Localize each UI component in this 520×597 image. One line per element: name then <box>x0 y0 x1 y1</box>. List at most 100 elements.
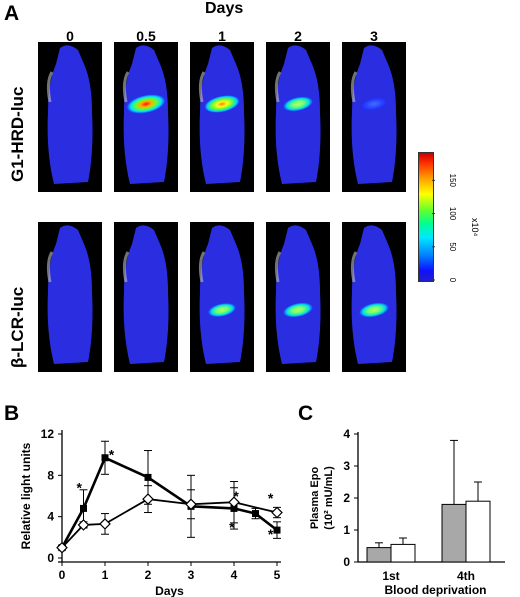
x-axis-label: Days <box>155 584 184 597</box>
mouse-body <box>275 225 321 364</box>
colorbar-tick-label: 150 <box>448 174 457 188</box>
x-tick-label: 2 <box>145 568 152 582</box>
colorbar-tick-label: 0 <box>448 278 457 283</box>
x-tick-label: 3 <box>188 568 195 582</box>
significance-asterisk: * <box>109 447 115 463</box>
luminescence-signal <box>283 96 313 112</box>
mouse-image <box>38 222 102 372</box>
x-tick-label: 5 <box>274 568 281 582</box>
panel-b-letter: B <box>4 402 20 425</box>
data-point-open-diamond <box>56 541 68 554</box>
day-label: 3 <box>370 28 378 44</box>
x-tick-label: 0 <box>59 568 66 582</box>
x-tick-label: 4 <box>231 568 238 582</box>
data-point-filled-square <box>101 454 109 462</box>
y-axis-label: Plasma Epo (10² mU/mL) <box>309 466 335 530</box>
significance-asterisk: * <box>76 480 82 496</box>
luminescence-signal <box>359 302 389 318</box>
data-point-filled-square <box>273 526 281 534</box>
y-tick-label: 4 <box>343 427 350 441</box>
mouse-fur-highlight <box>350 251 358 283</box>
y-axis-label: Relative light units <box>19 442 33 549</box>
day-label: 2 <box>294 28 302 44</box>
mouse-body <box>199 225 245 364</box>
mouse-body <box>123 45 169 184</box>
y-tick-label: 1 <box>343 523 350 537</box>
mouse-body <box>199 45 245 184</box>
x-tick-label: 1 <box>102 568 109 582</box>
mouse-body <box>47 45 93 184</box>
category-label: 4th <box>457 569 475 583</box>
luminescence-signal <box>362 98 386 110</box>
luminescence-signal <box>204 95 240 113</box>
data-point-filled-square <box>252 510 259 518</box>
mouse-body <box>351 45 397 184</box>
mouse-image <box>38 42 102 192</box>
luminescence-signal <box>126 94 166 114</box>
color-scale-axis: 0 50 100 150 x10⁴ <box>432 174 480 283</box>
data-point-open-diamond <box>142 493 154 505</box>
luminescence-signal <box>283 302 313 318</box>
y-tick-label: 12 <box>41 427 55 441</box>
data-point-open-diamond <box>185 498 197 511</box>
y-tick-label: 2 <box>343 491 350 505</box>
data-point-open-diamond <box>77 519 90 531</box>
row-label-beta-lcr-luc: β-LCR-luc <box>8 286 27 368</box>
data-point-open-diamond <box>99 518 111 530</box>
x-axis-label: Blood deprivation <box>385 583 487 597</box>
series-line-open <box>61 498 278 549</box>
significance-asterisk: * <box>268 490 274 506</box>
significance-asterisk: * <box>233 488 239 504</box>
mouse-fur-highlight <box>122 251 130 283</box>
mouse-body <box>351 225 397 364</box>
y-tick-label: 4 <box>47 510 54 524</box>
mouse-body <box>275 45 321 184</box>
mouse-image <box>190 42 254 192</box>
mouse-image <box>266 42 330 192</box>
colorbar-tick-label: 100 <box>448 207 457 221</box>
panel-a-letter: A <box>4 2 20 25</box>
mouse-fur-highlight <box>122 71 130 103</box>
luminescence-signal <box>208 303 236 317</box>
data-point-filled-square <box>144 473 152 481</box>
day-label: 0.5 <box>136 28 156 44</box>
series-line-filled <box>60 456 278 549</box>
mouse-image <box>114 42 178 192</box>
significance-asterisk: * <box>268 526 274 542</box>
y-tick-label: 3 <box>343 459 350 473</box>
mouse-image <box>266 222 330 372</box>
row-label-g1-hrd-luc: G1-HRD-luc <box>8 86 27 182</box>
data-point-open-diamond <box>271 506 283 519</box>
days-title: Days <box>205 0 244 17</box>
y-tick-label: 8 <box>47 468 54 482</box>
category-label: 1st <box>382 569 399 583</box>
bar <box>366 547 392 563</box>
mouse-fur-highlight <box>350 71 358 103</box>
mouse-image <box>342 222 406 372</box>
mouse-image <box>342 42 406 192</box>
significance-asterisk: * <box>229 519 235 535</box>
mouse-body <box>123 225 169 364</box>
data-point-filled-square <box>80 504 87 512</box>
y-tick-label: 0 <box>343 555 350 569</box>
y-tick-label: 0 <box>47 551 54 565</box>
mouse-fur-highlight <box>274 71 282 103</box>
mouse-fur-highlight <box>46 251 54 283</box>
mouse-fur-highlight <box>46 71 54 103</box>
day-label: 1 <box>218 28 226 44</box>
bar <box>465 500 491 563</box>
mouse-image <box>114 222 178 372</box>
data-point-open-diamond <box>228 496 240 509</box>
mouse-fur-highlight <box>198 71 206 103</box>
mouse-fur-highlight <box>274 251 282 283</box>
color-scale-unit: x10⁴ <box>470 218 480 237</box>
mouse-image <box>190 222 254 372</box>
mouse-fur-highlight <box>198 251 206 283</box>
bar <box>441 503 467 563</box>
colorbar-tick-label: 50 <box>448 242 457 251</box>
color-scale-bar <box>418 152 434 282</box>
panel-c-letter: C <box>298 402 314 425</box>
day-label: 0 <box>66 28 74 44</box>
